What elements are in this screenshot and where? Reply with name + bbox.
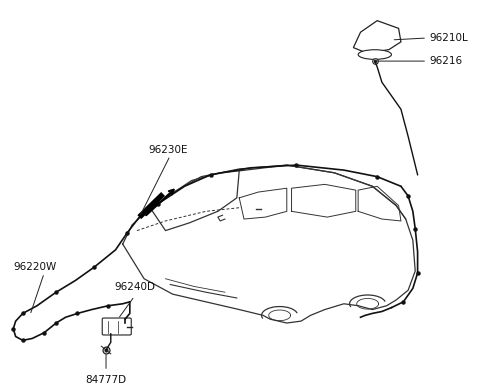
Text: 96216: 96216 [430, 56, 463, 66]
Text: 84777D: 84777D [85, 375, 127, 385]
Text: 96230E: 96230E [148, 145, 188, 155]
Text: 96220W: 96220W [13, 262, 57, 272]
Text: 96210L: 96210L [430, 33, 468, 43]
Polygon shape [353, 21, 401, 53]
Ellipse shape [358, 50, 392, 60]
FancyBboxPatch shape [102, 318, 131, 335]
Text: 96240D: 96240D [114, 282, 155, 292]
